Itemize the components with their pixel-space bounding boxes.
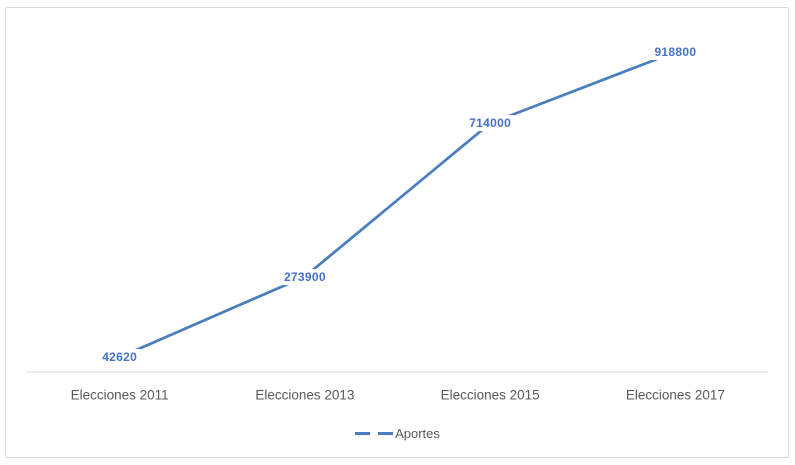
- x-axis-label-2: Elecciones 2015: [440, 387, 540, 403]
- aportes-line-series: [118, 50, 677, 359]
- data-label-2: 714000: [466, 115, 515, 132]
- data-label-1: 273900: [280, 268, 329, 285]
- x-axis-label-0: Elecciones 2011: [70, 387, 169, 403]
- legend-key-dash-2: [378, 431, 394, 435]
- x-axis-label-1: Elecciones 2013: [255, 387, 355, 403]
- x-axis-label-3: Elecciones 2017: [625, 387, 725, 403]
- legend: Aportes: [0, 424, 795, 442]
- data-label-3: 918800: [651, 44, 700, 60]
- legend-series-label: Aportes: [395, 425, 440, 441]
- legend-key-dash-1: [355, 431, 371, 435]
- data-label-0: 42620: [99, 349, 141, 366]
- chart-border: [5, 7, 789, 458]
